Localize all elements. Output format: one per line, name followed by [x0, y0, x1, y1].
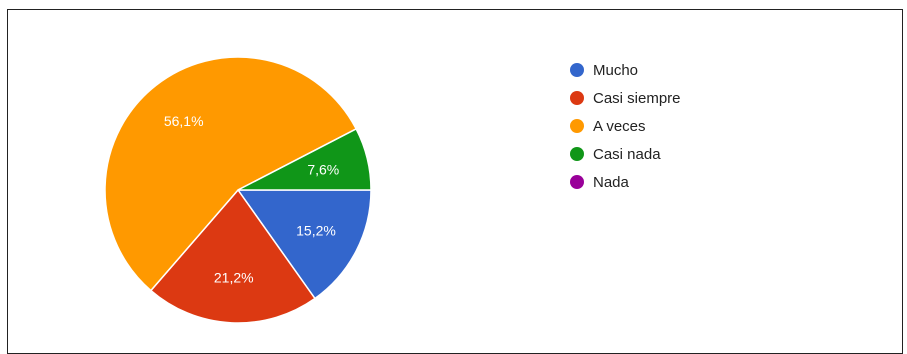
pie-slice-casi-nada[interactable] [237, 127, 372, 191]
legend-item-casi-siempre[interactable]: Casi siempre [570, 84, 681, 112]
legend-label-mucho: Mucho [593, 61, 639, 79]
pie-label-a-veces: 56,1% [164, 113, 204, 129]
legend-swatch-mucho [570, 63, 584, 77]
pie-label-mucho: 15,2% [296, 222, 336, 238]
legend-swatch-casi-nada [570, 147, 584, 161]
legend-item-casi-nada[interactable]: Casi nada [570, 140, 681, 168]
legend-swatch-nada [570, 175, 584, 189]
pie-slice-casi-siempre[interactable] [149, 188, 316, 324]
legend: Mucho Casi siempre A veces Casi nada Nad… [570, 56, 681, 196]
legend-label-casi-siempre: Casi siempre [593, 89, 681, 107]
legend-item-a-veces[interactable]: A veces [570, 112, 681, 140]
pie-slice-mucho[interactable] [236, 189, 372, 300]
pie-label-casi-nada: 7,6% [307, 161, 339, 177]
pie-chart: 15,2% 21,2% 56,1% 7,6% [104, 56, 372, 324]
pie-slice-a-veces[interactable] [104, 56, 358, 292]
legend-item-nada[interactable]: Nada [570, 168, 681, 196]
legend-item-mucho[interactable]: Mucho [570, 56, 681, 84]
legend-label-casi-nada: Casi nada [593, 145, 661, 163]
legend-swatch-a-veces [570, 119, 584, 133]
legend-label-a-veces: A veces [593, 117, 646, 135]
legend-swatch-casi-siempre [570, 91, 584, 105]
pie-label-casi-siempre: 21,2% [214, 270, 254, 286]
legend-label-nada: Nada [593, 173, 629, 191]
